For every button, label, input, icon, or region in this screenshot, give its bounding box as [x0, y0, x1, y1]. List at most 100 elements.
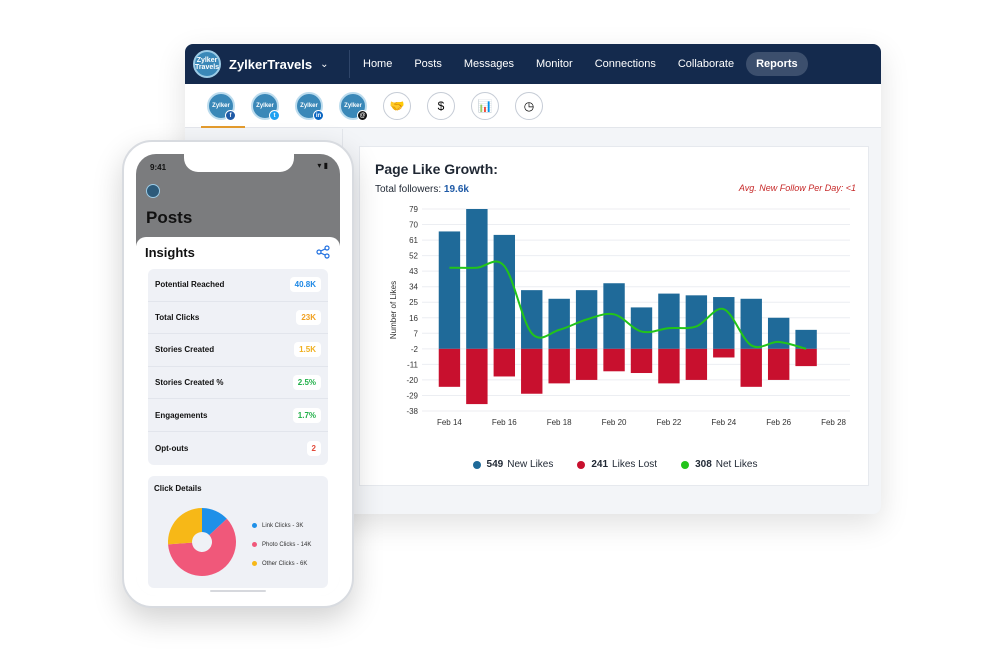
account-threads-badge-icon[interactable]: Zylker @	[339, 92, 368, 121]
click-details-legend: Link Clicks - 3K Photo Clicks - 14K Other …	[252, 516, 311, 573]
metric-value: 40.8K	[289, 277, 321, 293]
legend-likes-lost[interactable]: 241 Likes Lost	[577, 459, 657, 470]
y-tick-label: -38	[406, 407, 418, 416]
account-toolbar: Zylker f Zylker t Zylker in Zylker @ 🤝 $ 📊 ◷	[185, 84, 881, 128]
y-tick-label: 7	[414, 329, 419, 338]
nav-monitor[interactable]: Monitor	[536, 58, 573, 70]
nav-collaborate[interactable]: Collaborate	[677, 58, 735, 70]
status-time: 9:41	[150, 163, 167, 172]
account-linkedin-badge-icon[interactable]: Zylker in	[295, 92, 324, 121]
handshake-icon[interactable]: 🤝	[383, 92, 411, 120]
page-title: Posts	[146, 208, 193, 227]
click-details-donut	[168, 508, 236, 576]
metric-row[interactable]: Total Clicks 23K	[148, 302, 328, 335]
net-likes-line	[449, 260, 807, 350]
bar-likes-lost	[493, 348, 516, 377]
metric-value: 2	[306, 440, 321, 456]
metric-row[interactable]: Engagements 1.7%	[148, 399, 328, 432]
metric-value: 1.7%	[292, 407, 321, 423]
home-indicator	[210, 590, 266, 592]
bar-likes-lost	[685, 348, 708, 380]
donut-legend-item: Photo Clicks - 14K	[252, 535, 311, 554]
metric-row[interactable]: Opt-outs 2	[148, 432, 328, 465]
phone-mockup: 9:41 ▾ ▮ Posts Insights Potential Reache…	[122, 140, 354, 608]
y-tick-label: 25	[409, 298, 418, 307]
nav-posts[interactable]: Posts	[414, 58, 442, 70]
legend-total: 549	[486, 459, 504, 470]
share-icon[interactable]	[316, 245, 330, 259]
legend-dot	[577, 460, 586, 469]
legend-dot	[472, 460, 481, 469]
insights-title: Insights	[145, 245, 195, 260]
twitter-badge-icon: t	[269, 110, 280, 121]
legend-dot	[252, 523, 257, 528]
x-tick-label: Feb 20	[602, 418, 627, 427]
metric-row[interactable]: Stories Created 1.5K	[148, 334, 328, 367]
metric-row[interactable]: Potential Reached 40.8K	[148, 269, 328, 302]
metric-label: Potential Reached	[155, 280, 225, 290]
metric-label: Opt-outs	[155, 443, 189, 453]
account-facebook-badge-icon[interactable]: Zylker f	[207, 92, 236, 121]
bar-likes-lost	[438, 348, 461, 387]
donut-legend-label: Link Clicks - 3K	[262, 522, 304, 529]
bar-likes-lost	[740, 348, 762, 387]
top-navigation-bar: Zylker Travels ZylkerTravels ⌄ Home Posts…	[185, 44, 881, 84]
legend-net-likes[interactable]: 308 Net Likes	[681, 459, 757, 470]
facebook-badge-icon: f	[225, 110, 236, 121]
x-tick-label: Feb 22	[656, 418, 681, 427]
legend-label: New Likes	[507, 459, 554, 470]
avatar[interactable]	[146, 184, 160, 198]
y-tick-label: 52	[409, 252, 418, 261]
legend-label: Net Likes	[715, 459, 758, 470]
card-title: Page Like Growth:	[375, 161, 498, 177]
brand-switcher[interactable]: Zylker Travels ZylkerTravels ⌄	[193, 49, 329, 79]
nav-connections[interactable]: Connections	[594, 58, 656, 70]
metric-value: 23K	[296, 309, 321, 325]
donut-legend-label: Photo Clicks - 14K	[262, 541, 312, 548]
y-tick-label: 43	[409, 267, 418, 276]
click-details-title: Click Details	[154, 484, 202, 493]
bar-new-likes	[658, 293, 680, 349]
chevron-down-icon[interactable]: ⌄	[320, 58, 329, 70]
account-twitter-badge-icon[interactable]: Zylker t	[251, 92, 280, 121]
metric-value: 1.5K	[294, 342, 321, 358]
metric-row[interactable]: Stories Created % 2.5%	[148, 367, 328, 400]
y-axis-label: Number of Likes	[389, 281, 398, 339]
main-nav: Home Posts Messages Monitor Connections Colla…	[353, 44, 810, 84]
insights-panel: Insights Potential Reached 40.8K Total Cli…	[136, 237, 340, 596]
legend-total: 241	[591, 459, 609, 470]
bar-new-likes	[767, 317, 790, 349]
donut-legend-item: Link Clicks - 3K	[252, 516, 311, 535]
phone-notch	[184, 154, 294, 172]
bar-new-likes	[548, 298, 570, 349]
click-details-card: Click Details Link Clicks - 3K Photo Clic…	[148, 476, 328, 588]
clock-icon[interactable]: ◷	[515, 92, 543, 120]
bar-likes-lost	[658, 348, 680, 384]
bar-likes-lost	[630, 348, 653, 374]
nav-home[interactable]: Home	[363, 58, 393, 70]
linkedin-badge-icon: in	[313, 110, 324, 121]
legend-dot	[252, 561, 257, 566]
page-like-chart: 79 70 61 52 43 34 25 16 7 -2 -11 -20 -29 -38 Number of…	[389, 205, 850, 427]
legend-total: 308	[695, 459, 712, 470]
nav-reports[interactable]: Reports	[746, 52, 808, 76]
nav-messages[interactable]: Messages	[463, 58, 514, 70]
legend-dot	[681, 460, 690, 469]
y-tick-label: 79	[409, 205, 418, 214]
bar-likes-lost	[603, 348, 625, 372]
bar-likes-lost	[795, 348, 817, 367]
y-tick-label: 70	[409, 221, 418, 230]
y-tick-label: -11	[407, 360, 419, 369]
bar-chart-icon[interactable]: 📊	[471, 92, 499, 120]
avg-new-follow-note: Avg. New Follow Per Day: <1	[738, 183, 856, 193]
dollar-trend-icon[interactable]: $	[427, 92, 455, 120]
y-tick-label: 16	[409, 314, 418, 323]
bar-likes-lost	[767, 348, 790, 380]
legend-new-likes[interactable]: 549 New Likes	[472, 459, 554, 470]
reports-window: Zylker Travels ZylkerTravels ⌄ Home Posts…	[185, 44, 881, 514]
metric-label: Total Clicks	[155, 312, 200, 322]
x-tick-label: Feb 28	[821, 418, 846, 427]
donut-slice	[168, 518, 236, 576]
metric-label: Stories Created %	[155, 378, 224, 388]
bar-new-likes	[438, 231, 461, 349]
